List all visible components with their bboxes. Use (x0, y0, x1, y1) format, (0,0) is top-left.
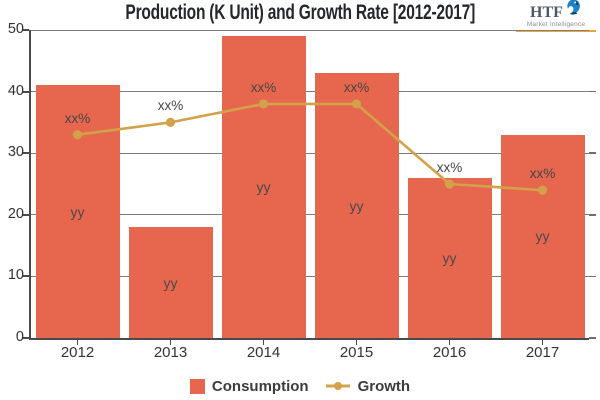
y-axis-label-0: 0 (15, 329, 24, 345)
logo-underline (516, 30, 596, 32)
y-tick-right-0 (589, 337, 596, 339)
bar-2014: yy (221, 36, 306, 338)
x-tick-2017 (541, 340, 544, 345)
growth-point-label-2013: xx% (157, 98, 184, 114)
growth-line-series (72, 99, 548, 195)
bar-value-label: yy (535, 228, 550, 245)
gridline-50 (31, 29, 589, 31)
y-tick-30 (22, 152, 29, 155)
logo-name: HTF (530, 4, 563, 21)
y-tick-right-30 (589, 152, 596, 154)
bar-2012: yy (35, 85, 120, 338)
growth-point-2012 (72, 130, 83, 140)
y-tick-50 (22, 29, 29, 31)
growth-point-label-2014: xx% (250, 79, 277, 95)
legend-label-consumption: Consumption (211, 378, 309, 395)
x-tick-2012 (76, 340, 79, 345)
legend: Consumption Growth (0, 378, 600, 395)
bar-value-label: yy (70, 203, 85, 220)
logo-tagline: Market Intelligence (526, 21, 586, 28)
bar-2015: yy (314, 73, 399, 338)
gridline-20 (31, 214, 589, 216)
growth-point-2013 (165, 117, 176, 127)
x-axis-label-2014: 2014 (246, 344, 281, 361)
x-axis-label-2017: 2017 (525, 344, 560, 361)
bar-value-label: yy (442, 249, 457, 266)
y-tick-40 (22, 90, 29, 93)
y-axis-line (29, 30, 31, 340)
x-tick-2013 (169, 340, 172, 345)
x-axis-line (29, 338, 589, 340)
growth-point-label-2016: xx% (436, 160, 463, 175)
growth-point-label-2012: xx% (64, 110, 91, 126)
legend-label-growth: Growth (357, 378, 411, 395)
bar-2013: yy (128, 227, 213, 338)
x-axis-label-2016: 2016 (432, 344, 467, 361)
gridline-10 (31, 275, 589, 277)
growth-point-2015 (351, 99, 362, 109)
logo-row: HTF (516, 0, 596, 21)
gridline-40 (31, 91, 589, 93)
logo-bird-icon (564, 0, 582, 21)
legend-item-consumption: Consumption (189, 378, 309, 395)
y-axis-label-40: 40 (7, 82, 24, 99)
x-tick-2016 (448, 340, 451, 345)
growth-line-marker-icon (325, 378, 351, 395)
chart-title-wrap: Production (K Unit) and Growth Rate [201… (0, 1, 600, 25)
y-tick-20 (22, 213, 29, 216)
bar-value-label: yy (163, 274, 178, 291)
bar-value-label: yy (349, 197, 364, 214)
plot-area: 0 10 20 30 40 50 2012 2013 2014 2015 2016 2017 yy yy y… (8, 21, 596, 361)
growth-point-2016 (444, 179, 455, 189)
bar-2017: yy (500, 134, 585, 338)
x-tick-2015 (355, 340, 358, 345)
growth-point-label-2015: xx% (343, 79, 370, 95)
consumption-swatch-icon (189, 379, 205, 394)
y-tick-right-10 (589, 275, 596, 278)
y-axis-label-50: 50 (7, 21, 24, 37)
y-tick-right-40 (589, 90, 596, 93)
growth-point-label-2017: xx% (529, 166, 556, 182)
htf-logo: HTF Market Intelligence (516, 0, 596, 32)
y-axis-label-30: 30 (7, 144, 24, 161)
growth-point-2017 (537, 185, 548, 195)
legend-item-growth: Growth (325, 378, 411, 395)
x-tick-2014 (262, 340, 265, 345)
growth-line (77, 102, 543, 192)
growth-point-2014 (258, 99, 269, 109)
bar-2016: yy (407, 177, 492, 338)
chart-title: Production (K Unit) and Growth Rate [201… (125, 1, 475, 24)
bar-value-label: yy (256, 179, 271, 196)
x-axis-label-2012: 2012 (60, 344, 95, 361)
y-axis-label-10: 10 (7, 267, 24, 284)
x-axis-label-2013: 2013 (153, 344, 188, 361)
y-tick-10 (22, 275, 29, 278)
x-axis-label-2015: 2015 (339, 344, 374, 361)
y-tick-0 (22, 337, 29, 339)
y-axis-label-20: 20 (7, 205, 24, 222)
y-tick-right-20 (589, 214, 596, 216)
gridline-30 (31, 152, 589, 154)
